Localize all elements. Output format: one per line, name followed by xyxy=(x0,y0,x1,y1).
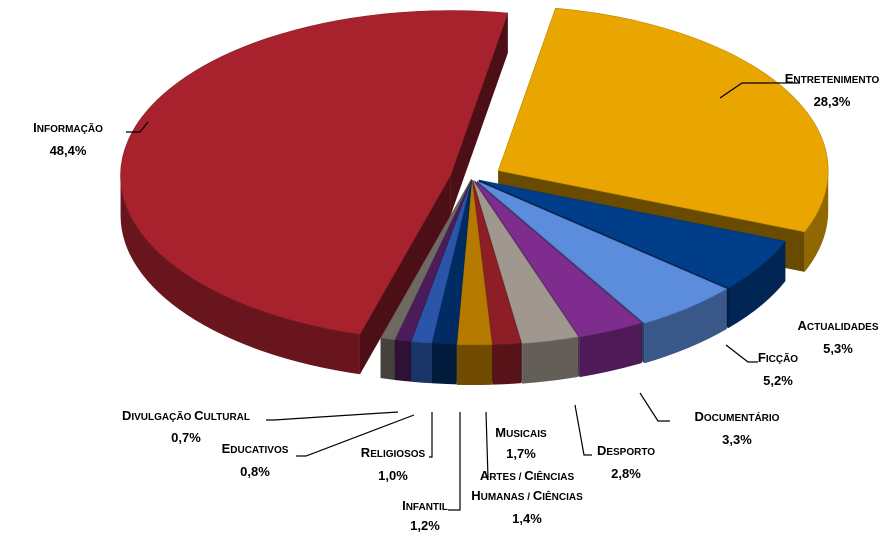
slice-tops xyxy=(120,7,829,346)
slice-value-educativos: 0,8% xyxy=(240,464,270,479)
slice-side-educativos xyxy=(394,339,412,382)
slice-value-artes-ciencias-humanas-ciencias: 1,4% xyxy=(512,511,542,526)
slice-label-religiosos: RELIGIOSOS xyxy=(361,445,426,460)
slice-label-infantil: INFANTIL xyxy=(402,498,448,513)
slice-musicais[interactable] xyxy=(456,179,493,346)
slice-side-actualidades xyxy=(728,241,786,328)
slice-value-musicais: 1,7% xyxy=(506,446,536,461)
slice-label-informacao: INFORMAÇÃO xyxy=(33,120,103,135)
slice-artes-ciencias-humanas-ciencias[interactable] xyxy=(472,179,522,345)
slice-side-musicais xyxy=(456,344,493,385)
leader-desporto xyxy=(574,404,592,456)
slice-label-entretenimento: ENTRETENIMENTO xyxy=(785,71,880,86)
slice-value-informacao: 48,4% xyxy=(50,143,87,158)
slice-label-desporto: DESPORTO xyxy=(597,443,655,458)
slice-label-divulgacao-cultural: DIVULGAÇÃO CULTURAL xyxy=(122,408,250,423)
slice-value-infantil: 1,2% xyxy=(410,518,440,533)
slice-label-artes-ciencias-humanas-ciencias-line2: HUMANAS / CIÊNCIAS xyxy=(471,488,583,503)
slice-desporto[interactable] xyxy=(472,180,579,344)
slice-side-ficcao xyxy=(644,288,727,364)
slice-label-musicais: MUSICAIS xyxy=(495,425,547,440)
slice-side-entretenimento xyxy=(804,170,829,272)
leader-entretenimento xyxy=(719,82,800,99)
slice-side-religiosos xyxy=(411,341,432,384)
leader-educativos xyxy=(296,414,415,457)
slice-side-documentario xyxy=(579,322,642,378)
slice-side-infantil xyxy=(431,343,457,385)
slice-side-informacao xyxy=(120,175,360,375)
slice-side-desporto xyxy=(522,336,579,384)
leader-ficcao xyxy=(725,344,758,363)
slice-wall-informacao xyxy=(359,175,451,375)
slice-label-ficcao: FICÇÃO xyxy=(758,350,798,365)
slice-actualidades[interactable] xyxy=(478,179,786,289)
slice-entretenimento[interactable] xyxy=(497,7,829,233)
leader-informacao xyxy=(126,121,149,133)
slice-value-actualidades: 5,3% xyxy=(823,341,853,356)
slice-value-divulgacao-cultural: 0,7% xyxy=(171,430,201,445)
slice-side-divulgacao-cultural xyxy=(380,338,395,380)
slice-label-documentario: DOCUMENTÁRIO xyxy=(695,409,780,424)
slice-documentario[interactable] xyxy=(474,180,643,338)
slice-value-desporto: 2,8% xyxy=(611,466,641,481)
leader-documentario xyxy=(639,392,670,422)
slice-label-educativos: EDUCATIVOS xyxy=(222,441,289,456)
slice-wall-informacao xyxy=(450,13,508,216)
leader-religiosos xyxy=(429,412,433,458)
slice-value-religiosos: 1,0% xyxy=(378,468,408,483)
slice-informacao[interactable] xyxy=(120,10,509,335)
slice-label-artes-ciencias-humanas-ciencias: ARTES / CIÊNCIAS xyxy=(480,468,575,483)
slice-label-actualidades: ACTUALIDADES xyxy=(797,318,878,333)
slice-value-documentario: 3,3% xyxy=(722,432,752,447)
leader-infantil xyxy=(448,412,461,511)
slice-value-ficcao: 5,2% xyxy=(763,373,793,388)
slice-divulgacao-cultural[interactable] xyxy=(380,179,472,341)
slice-side-artes-ciencias-humanas-ciencias xyxy=(492,343,522,385)
leader-divulgacao-cultural xyxy=(266,411,399,421)
leader-lines xyxy=(126,82,800,511)
leader-artes-ciencias-humanas-ciencias xyxy=(485,411,489,479)
slice-value-entretenimento: 28,3% xyxy=(814,94,851,109)
slice-ficcao[interactable] xyxy=(476,180,728,324)
slice-labels: ENTRETENIMENTO 28,3% ACTUALIDADES 5,3% FICÇÃ… xyxy=(33,71,879,533)
